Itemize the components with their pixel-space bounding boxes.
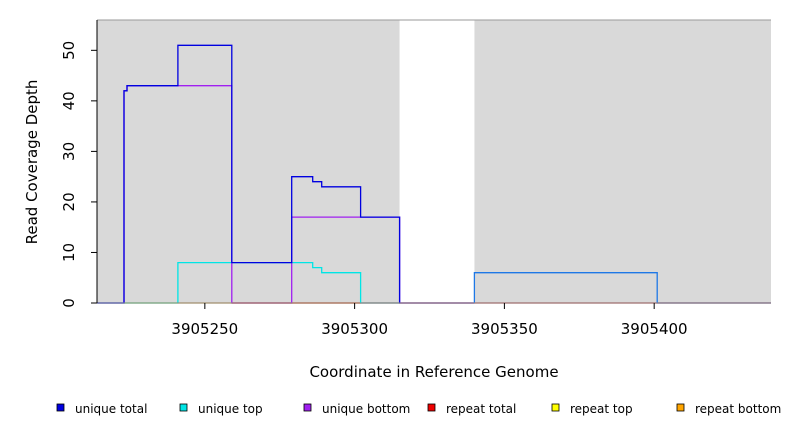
legend-swatch (56, 403, 65, 412)
shaded-region (474, 20, 771, 303)
y-ticks: 0 10 20 30 40 50 (60, 41, 97, 308)
legend-label: repeat top (570, 402, 633, 416)
x-tick-label: 3905400 (621, 320, 688, 338)
y-tick-label: 40 (60, 91, 78, 110)
legend-label: unique top (198, 402, 263, 416)
y-tick-label: 10 (60, 243, 78, 262)
axes (96, 20, 771, 304)
shaded-region (97, 20, 400, 303)
series-line-unique-total (97, 44, 475, 304)
legend-item: repeat bottom (676, 402, 781, 416)
legend: unique total unique top unique bottom repea… (56, 402, 781, 416)
legend-swatch (179, 403, 188, 412)
plot-background (97, 19, 771, 303)
legend-swatch (551, 403, 560, 412)
legend-label: unique bottom (322, 402, 410, 416)
legend-label: unique total (75, 402, 147, 416)
legend-swatch (427, 403, 436, 412)
legend-swatch (303, 403, 312, 412)
y-tick-label: 30 (60, 142, 78, 161)
y-axis-title: Read Coverage Depth (23, 80, 41, 245)
legend-swatch (676, 403, 685, 412)
legend-item: repeat total (427, 402, 516, 416)
y-tick-label: 20 (60, 192, 78, 211)
legend-label: repeat bottom (695, 402, 781, 416)
x-tick-label: 3905300 (321, 320, 388, 338)
x-ticks: 3905250 3905300 3905350 3905400 (171, 303, 688, 338)
x-tick-label: 3905350 (471, 320, 538, 338)
y-tick-label: 50 (60, 41, 78, 60)
legend-item: unique top (179, 402, 263, 416)
series-line-unique-top (97, 261, 400, 304)
legend-item: unique total (56, 402, 147, 416)
x-axis-title: Coordinate in Reference Genome (309, 363, 558, 381)
x-tick-label: 3905250 (171, 320, 238, 338)
y-tick-label: 0 (60, 298, 78, 308)
legend-label: repeat total (446, 402, 516, 416)
legend-item: unique bottom (303, 402, 410, 416)
legend-item: repeat top (551, 402, 633, 416)
